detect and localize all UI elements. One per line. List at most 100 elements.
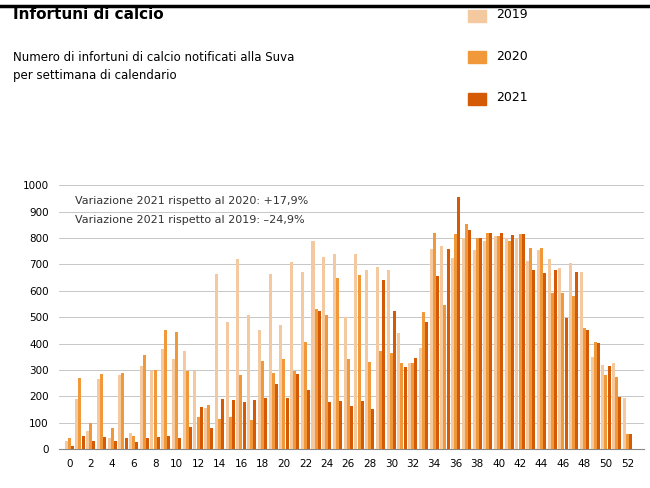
Bar (178, 438, 181, 449)
Bar (361, 401, 363, 449)
Bar (486, 233, 489, 449)
Bar (414, 358, 417, 449)
Bar (422, 312, 425, 449)
Bar (369, 362, 371, 449)
Bar (390, 353, 393, 449)
Bar (526, 261, 529, 449)
Bar (237, 259, 239, 449)
Bar (254, 400, 256, 449)
Bar (175, 332, 178, 449)
Bar (575, 272, 578, 449)
Bar (558, 268, 562, 449)
Bar (151, 371, 153, 449)
Bar (218, 419, 221, 449)
Bar (519, 234, 521, 449)
Bar (247, 315, 250, 449)
Bar (264, 398, 267, 449)
Bar (161, 349, 164, 449)
Bar (315, 309, 318, 449)
Bar (382, 280, 385, 449)
Text: Infortuni di calcio: Infortuni di calcio (13, 7, 164, 22)
Bar (258, 330, 261, 449)
Bar (140, 366, 143, 449)
Bar (215, 274, 218, 449)
Bar (572, 296, 575, 449)
Bar (326, 315, 328, 449)
Bar (462, 238, 465, 449)
Bar (411, 363, 414, 449)
Bar (597, 343, 600, 449)
Bar (135, 442, 138, 449)
Bar (280, 325, 282, 449)
Bar (583, 328, 586, 449)
Bar (347, 359, 350, 449)
Bar (129, 433, 132, 449)
Bar (494, 236, 497, 449)
Bar (465, 224, 468, 449)
Bar (344, 317, 346, 449)
Bar (275, 385, 278, 449)
Bar (207, 406, 211, 449)
Bar (511, 235, 514, 449)
Bar (211, 428, 213, 449)
Bar (64, 441, 68, 449)
Bar (183, 351, 186, 449)
Bar (97, 379, 100, 449)
Bar (301, 272, 304, 449)
Bar (186, 371, 188, 449)
Bar (164, 330, 167, 449)
Bar (200, 407, 203, 449)
Bar (440, 246, 443, 449)
Bar (454, 234, 457, 449)
Bar (626, 434, 629, 449)
Bar (333, 254, 336, 449)
Bar (328, 402, 332, 449)
Bar (500, 233, 503, 449)
Bar (408, 363, 411, 449)
Bar (548, 259, 551, 449)
Bar (82, 436, 85, 449)
Bar (532, 270, 536, 449)
Bar (354, 254, 358, 449)
Bar (365, 270, 368, 449)
Bar (268, 274, 272, 449)
Bar (75, 399, 79, 449)
Bar (483, 241, 486, 449)
Bar (554, 270, 557, 449)
Bar (103, 437, 106, 449)
Bar (447, 249, 450, 449)
Bar (562, 293, 564, 449)
Text: 2020: 2020 (496, 50, 528, 62)
Bar (272, 372, 275, 449)
Text: 2021: 2021 (496, 91, 528, 104)
Bar (504, 238, 508, 449)
Bar (404, 367, 407, 449)
Bar (122, 372, 124, 449)
Bar (118, 375, 122, 449)
Bar (79, 378, 81, 449)
Bar (290, 262, 293, 449)
Bar (569, 263, 572, 449)
Bar (304, 342, 307, 449)
Bar (623, 398, 626, 449)
Bar (250, 420, 254, 449)
Bar (71, 447, 74, 449)
Bar (358, 275, 361, 449)
Bar (593, 342, 597, 449)
Bar (629, 434, 632, 449)
Bar (540, 248, 543, 449)
Bar (189, 427, 192, 449)
Bar (451, 258, 454, 449)
Bar (379, 351, 382, 449)
Bar (339, 401, 342, 449)
Bar (336, 278, 339, 449)
Bar (89, 423, 92, 449)
Bar (153, 370, 157, 449)
Bar (322, 257, 325, 449)
Bar (497, 236, 500, 449)
Text: Variazione 2021 rispetto al 2020: +17,9%: Variazione 2021 rispetto al 2020: +17,9% (75, 196, 308, 206)
Bar (400, 363, 404, 449)
Bar (296, 374, 299, 449)
Bar (604, 375, 608, 449)
Bar (350, 406, 353, 449)
